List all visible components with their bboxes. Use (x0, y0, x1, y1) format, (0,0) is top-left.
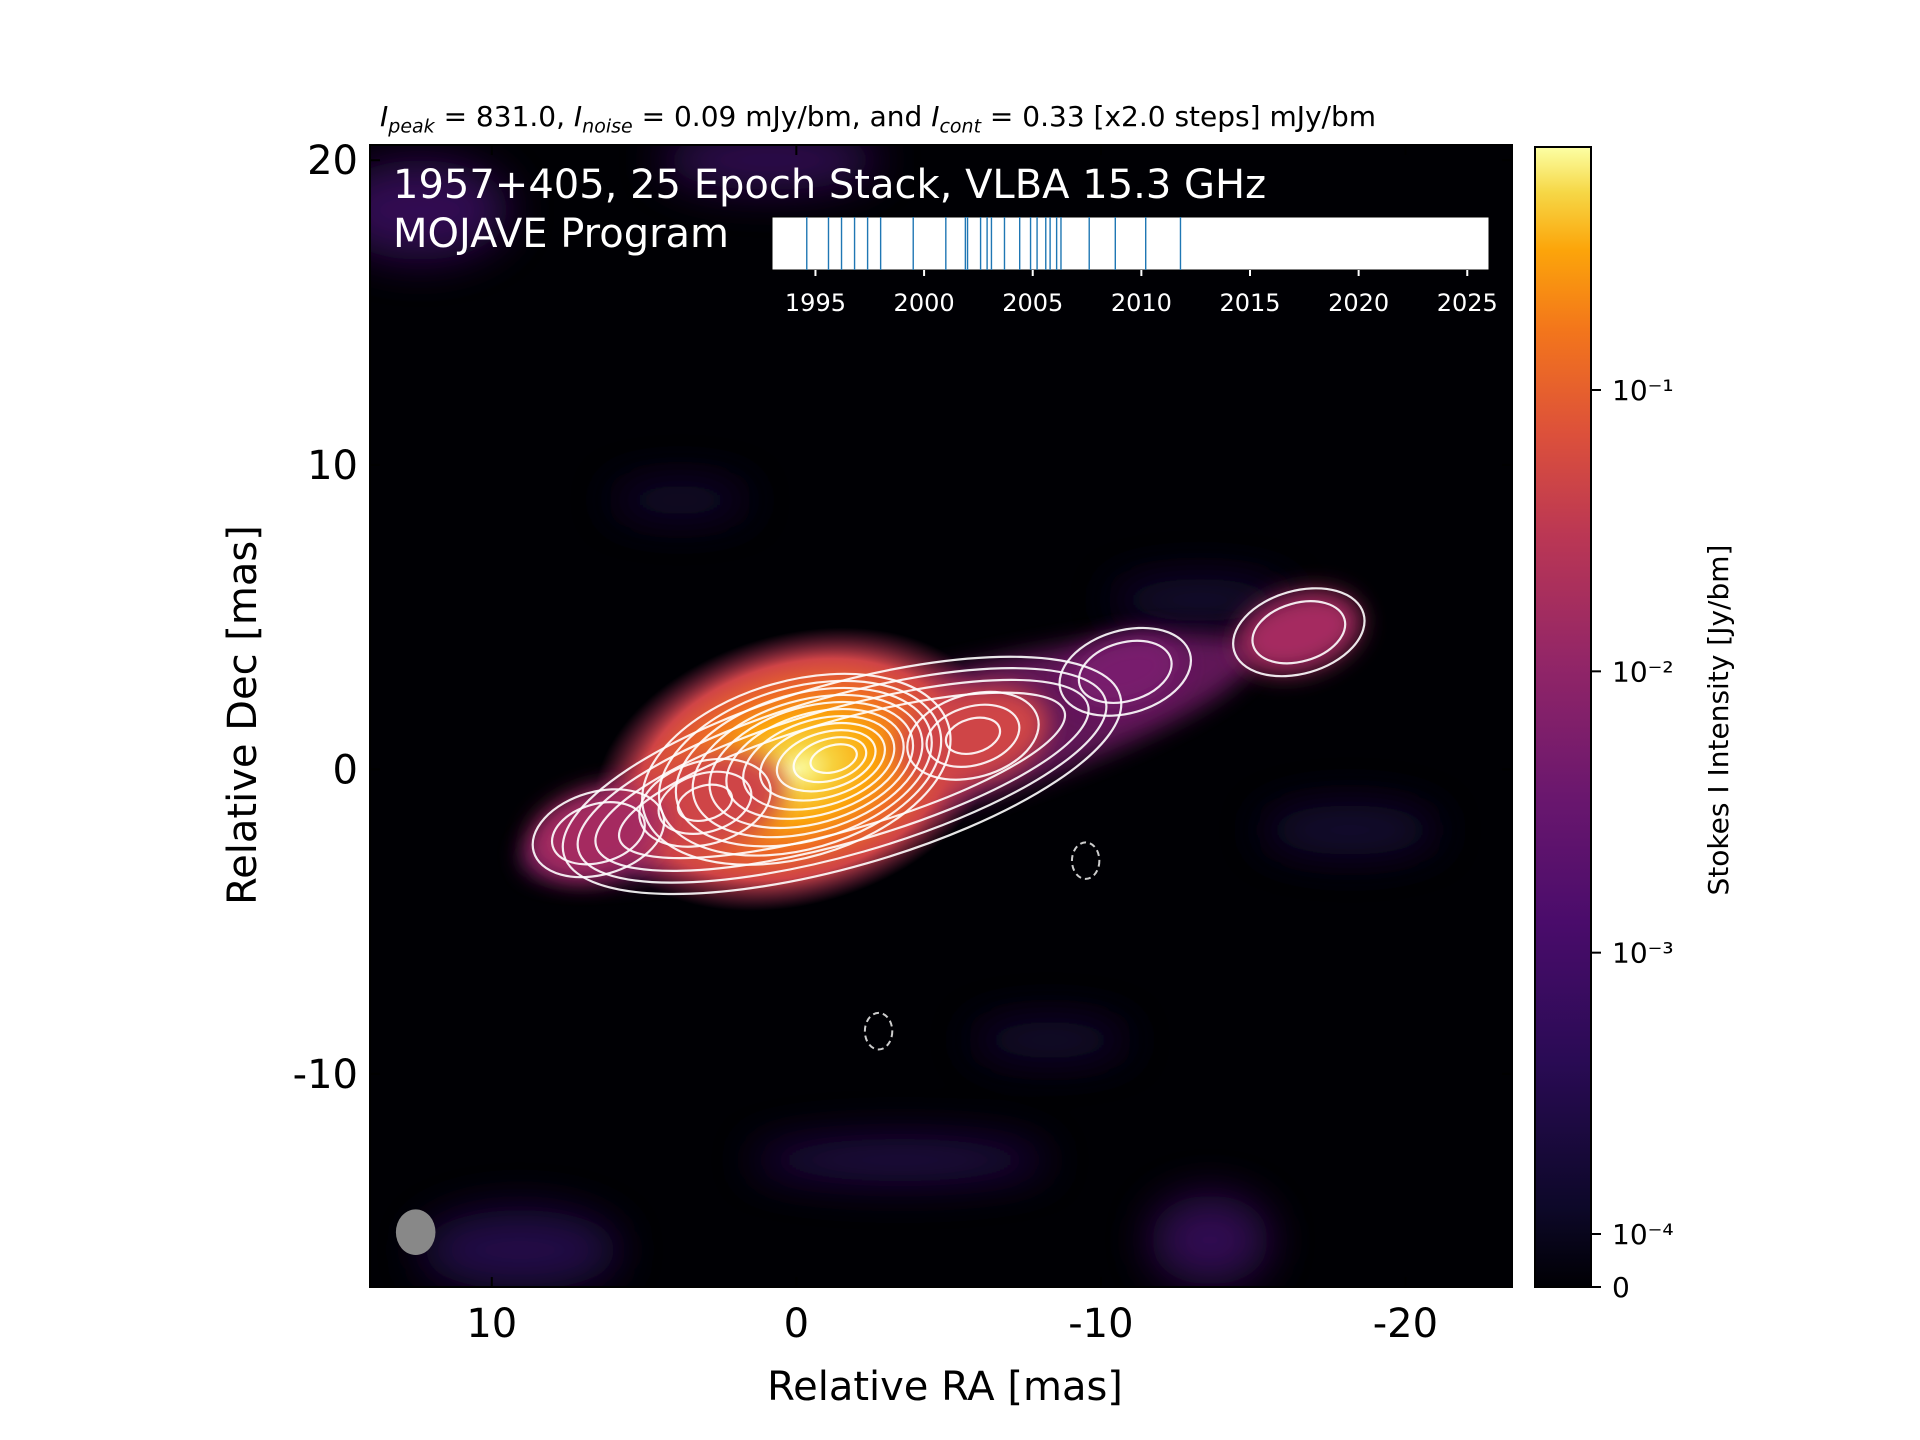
timeline-tick-label: 2025 (1437, 289, 1498, 317)
component-contour (1058, 626, 1193, 717)
y-tick-label: -10 (293, 1052, 358, 1098)
core-contour (708, 700, 915, 830)
noise-subscript: noise (582, 115, 633, 138)
timeline-tick-label: 1995 (785, 289, 846, 317)
x-tick-label: -10 (1068, 1301, 1133, 1347)
colorbar-gradient (1534, 146, 1592, 1288)
cont-symbol: I (931, 100, 940, 133)
y-axis-label: Relative Dec [mas] (220, 525, 266, 905)
negative-contour (1070, 841, 1101, 880)
component-contour (638, 757, 772, 848)
component-contour (944, 716, 1002, 755)
cont-subscript: cont (939, 115, 982, 138)
noise-symbol: I (573, 100, 583, 133)
x-tick-label: -20 (1373, 1301, 1438, 1347)
cont-value: = 0.33 [x2.0 steps] mJy/bm (981, 100, 1377, 133)
epoch-timeline-inset: 1995 2000 2005 2010 2015 2020 2025 (771, 216, 1498, 317)
source-title-line2: MOJAVE Program (393, 211, 729, 257)
colorbar: 10⁻¹ 10⁻² 10⁻³ 10⁻⁴ 0 Stokes I Intensity [Jy… (1534, 146, 1735, 1304)
timeline-tick-label: 2000 (894, 289, 955, 317)
core-contour (809, 743, 858, 775)
component-contour (906, 690, 1040, 781)
colorbar-tick-label: 10⁻³ (1612, 937, 1674, 970)
timeline-tick-label: 2020 (1328, 289, 1389, 317)
x-tick-label: 10 (466, 1301, 517, 1347)
timeline-tick-label: 2015 (1219, 289, 1280, 317)
component-contour (676, 783, 734, 822)
source-title-line1: 1957+405, 25 Epoch Stack, VLBA 15.3 GHz (393, 162, 1266, 208)
colorbar-tick-label: 0 (1612, 1271, 1630, 1304)
component-contour (1232, 587, 1366, 678)
jet-envelope-contour (576, 667, 1108, 884)
component-contour (925, 703, 1021, 768)
peak-subscript: peak (388, 115, 435, 138)
y-tick-label: 0 (333, 747, 358, 793)
colorbar-tick-label: 10⁻² (1612, 655, 1674, 688)
core-contour (691, 693, 924, 839)
image-statistics-header: Ipeak = 831.0, Inoise = 0.09 mJy/bm, and… (380, 100, 1520, 138)
component-contour (657, 770, 753, 835)
component-contour (1251, 600, 1347, 665)
component-contour (1077, 639, 1173, 704)
colorbar-tick-label: 10⁻⁴ (1612, 1218, 1674, 1251)
component-contour (550, 801, 646, 866)
colorbar-label: Stokes I Intensity [Jy/bm] (1702, 545, 1735, 896)
timeline-tick-label: 2010 (1111, 289, 1172, 317)
noise-value: = 0.09 mJy/bm, and (632, 100, 932, 133)
core-contour (742, 714, 896, 811)
peak-value: = 831.0, (434, 100, 574, 133)
y-tick-label: 10 (307, 443, 358, 489)
contour-lines (531, 587, 1366, 1051)
y-tick-label: 20 (307, 138, 358, 184)
map-frame (369, 144, 1513, 1288)
core-contour (775, 729, 877, 793)
core-contour (792, 736, 868, 784)
jet-envelope-contour (617, 691, 1067, 860)
jet-envelope-contour (594, 678, 1090, 872)
core-contour (641, 672, 952, 866)
timeline-box (771, 216, 1490, 271)
jet-component (1236, 590, 1362, 674)
beam-ellipse (395, 1209, 436, 1256)
negative-contour (863, 1011, 894, 1051)
x-tick-label: 0 (784, 1301, 809, 1347)
colorbar-tick-label: 10⁻¹ (1612, 374, 1674, 407)
component-contour (531, 788, 666, 879)
jet-envelope-contour (561, 655, 1123, 896)
peak-symbol: I (380, 100, 389, 133)
timeline-tick-label: 2005 (1002, 289, 1063, 317)
faint-emission-layer (370, 145, 1440, 1287)
x-axis-label: Relative RA [mas] (767, 1364, 1123, 1410)
